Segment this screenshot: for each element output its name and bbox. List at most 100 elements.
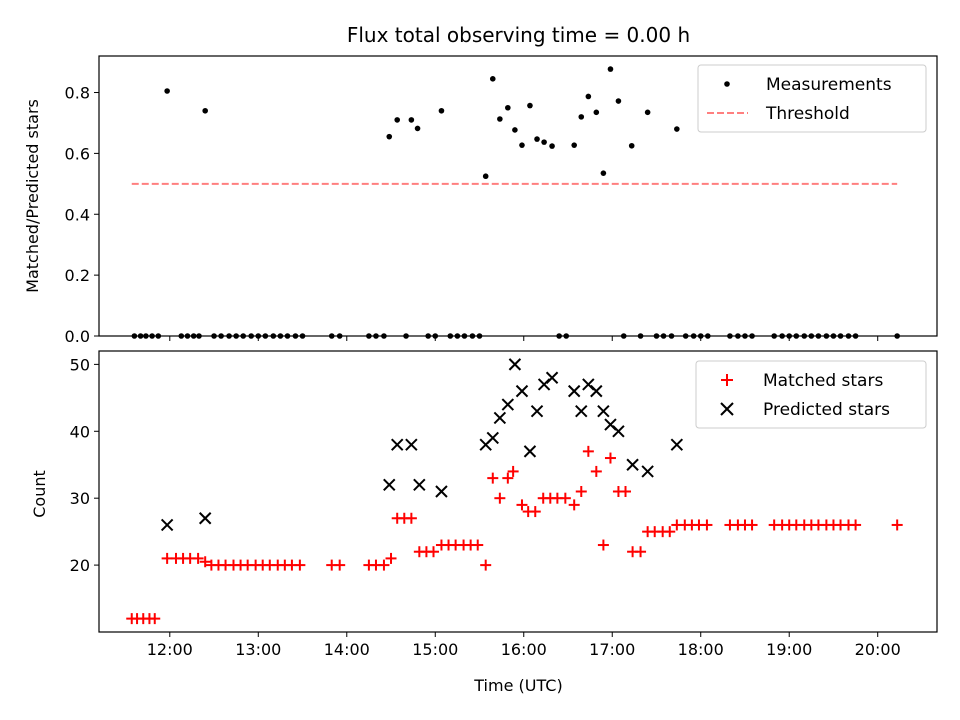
matched-star-point (294, 559, 306, 571)
x-tick-label: 16:00 (501, 640, 547, 659)
x-tick-label: 12:00 (147, 640, 193, 659)
matched-star-point (385, 552, 397, 564)
top-ylabel: Matched/Predicted stars (23, 99, 42, 293)
measurement-point (489, 76, 496, 82)
measurement-point (394, 117, 401, 123)
matched-star-point (487, 472, 499, 484)
predicted-star-point (198, 512, 212, 525)
bottom-ylabel: Count (30, 470, 49, 518)
matched-star-point (149, 613, 161, 625)
matched-star-point (472, 539, 484, 551)
matched-star-point (516, 499, 528, 511)
matched-star-point (378, 559, 390, 571)
matched-star-point (507, 465, 519, 477)
predicted-star-point (435, 485, 448, 498)
bottom-panel: 20 30 40 50 12:00 13:00 14:00 15:00 16:00 17:00 18… (30, 350, 938, 695)
top-legend: Measurements Threshold (697, 64, 927, 133)
matched-star-point (334, 559, 346, 571)
measurement-point (414, 125, 421, 132)
bottom-panel-frame (98, 350, 938, 633)
measurement-point (615, 98, 622, 104)
matched-star-point (582, 445, 594, 457)
predicted-star-point (413, 478, 426, 492)
measurement-point (505, 104, 511, 111)
matched-star-point (635, 546, 647, 558)
predicted-star-point (486, 431, 499, 445)
x-tick-label: 18:00 (678, 640, 724, 659)
measurement-point (164, 88, 170, 94)
measurement-point (519, 142, 525, 148)
legend-matched-marker (721, 374, 733, 386)
predicted-star-point (523, 445, 537, 458)
x-tick-label: 17:00 (589, 640, 635, 659)
matched-star-point (620, 486, 632, 497)
bottom-legend: Matched stars Predicted stars (695, 360, 927, 429)
predicted-star-point (575, 405, 588, 418)
matched-star-point (529, 506, 541, 518)
matched-star-point (664, 526, 676, 538)
measurement-point (202, 107, 208, 114)
matched-star-point (850, 519, 862, 531)
x-tick-label: 15:00 (412, 640, 458, 659)
matched-star-point (480, 559, 492, 571)
x-tick-label: 20:00 (855, 640, 901, 659)
y-tick-label: 20 (70, 556, 90, 575)
top-panel: 0.00.20.40.60.8 Matched/Predicted stars … (23, 55, 938, 346)
x-tick-label: 13:00 (235, 640, 281, 659)
matched-star-point (590, 465, 602, 477)
legend-matched-label: Matched stars (763, 371, 883, 391)
predicted-star-point (670, 438, 684, 451)
bottom-ticks: 20 30 40 50 12:00 13:00 14:00 15:00 16:00 17:00 18… (70, 355, 901, 659)
figure-title: Flux total observing time = 0.00 h (347, 23, 690, 47)
matched-star-point (746, 519, 758, 531)
y-tick-label: 0.2 (65, 266, 90, 285)
matched-star-point (427, 546, 439, 558)
predicted-star-point (612, 425, 625, 438)
y-tick-label: 50 (70, 355, 90, 374)
y-tick-label: 0.6 (65, 144, 90, 163)
predicted-star-point (391, 438, 404, 451)
measurement-point (386, 133, 393, 140)
x-tick-label: 14:00 (324, 640, 370, 659)
predicted-star-point (493, 411, 507, 425)
predicted-star-point (626, 458, 639, 471)
bottom-plot-area (126, 358, 903, 625)
measurement-point (674, 126, 680, 132)
legend-measurements-marker (724, 81, 730, 87)
y-tick-label: 0.0 (65, 327, 90, 346)
measurement-point (438, 107, 445, 114)
measurement-point (541, 139, 547, 145)
measurement-point (527, 102, 533, 109)
matched-star-point (568, 499, 580, 511)
legend-predicted-marker (720, 402, 734, 416)
matched-star-point (559, 492, 571, 504)
predicted-star-point (383, 478, 396, 492)
measurement-point (600, 170, 607, 176)
matched-star-point (597, 539, 609, 551)
measurement-point (512, 127, 518, 133)
measurement-point (482, 173, 489, 180)
matched-star-point (405, 512, 417, 524)
legend-threshold-label: Threshold (765, 104, 850, 124)
predicted-star-point (641, 465, 654, 478)
measurement-point (585, 93, 592, 100)
matched-star-point (502, 472, 514, 484)
y-tick-label: 0.4 (65, 205, 90, 224)
matched-star-point (199, 556, 211, 568)
predicted-star-point (530, 405, 544, 418)
measurement-point (593, 109, 600, 116)
predicted-star-point (590, 384, 603, 398)
measurement-point (578, 114, 585, 120)
matched-star-point (192, 552, 204, 564)
measurement-point (628, 142, 635, 149)
measurement-point (549, 143, 555, 149)
matched-star-point (891, 519, 903, 531)
x-tick-label: 19:00 (766, 640, 812, 659)
x-axis-label: Time (UTC) (473, 676, 562, 695)
predicted-star-point (597, 405, 610, 418)
predicted-star-point (545, 371, 559, 384)
y-tick-label: 40 (70, 422, 90, 441)
measurement-point (497, 116, 503, 122)
measurement-point (607, 66, 614, 72)
